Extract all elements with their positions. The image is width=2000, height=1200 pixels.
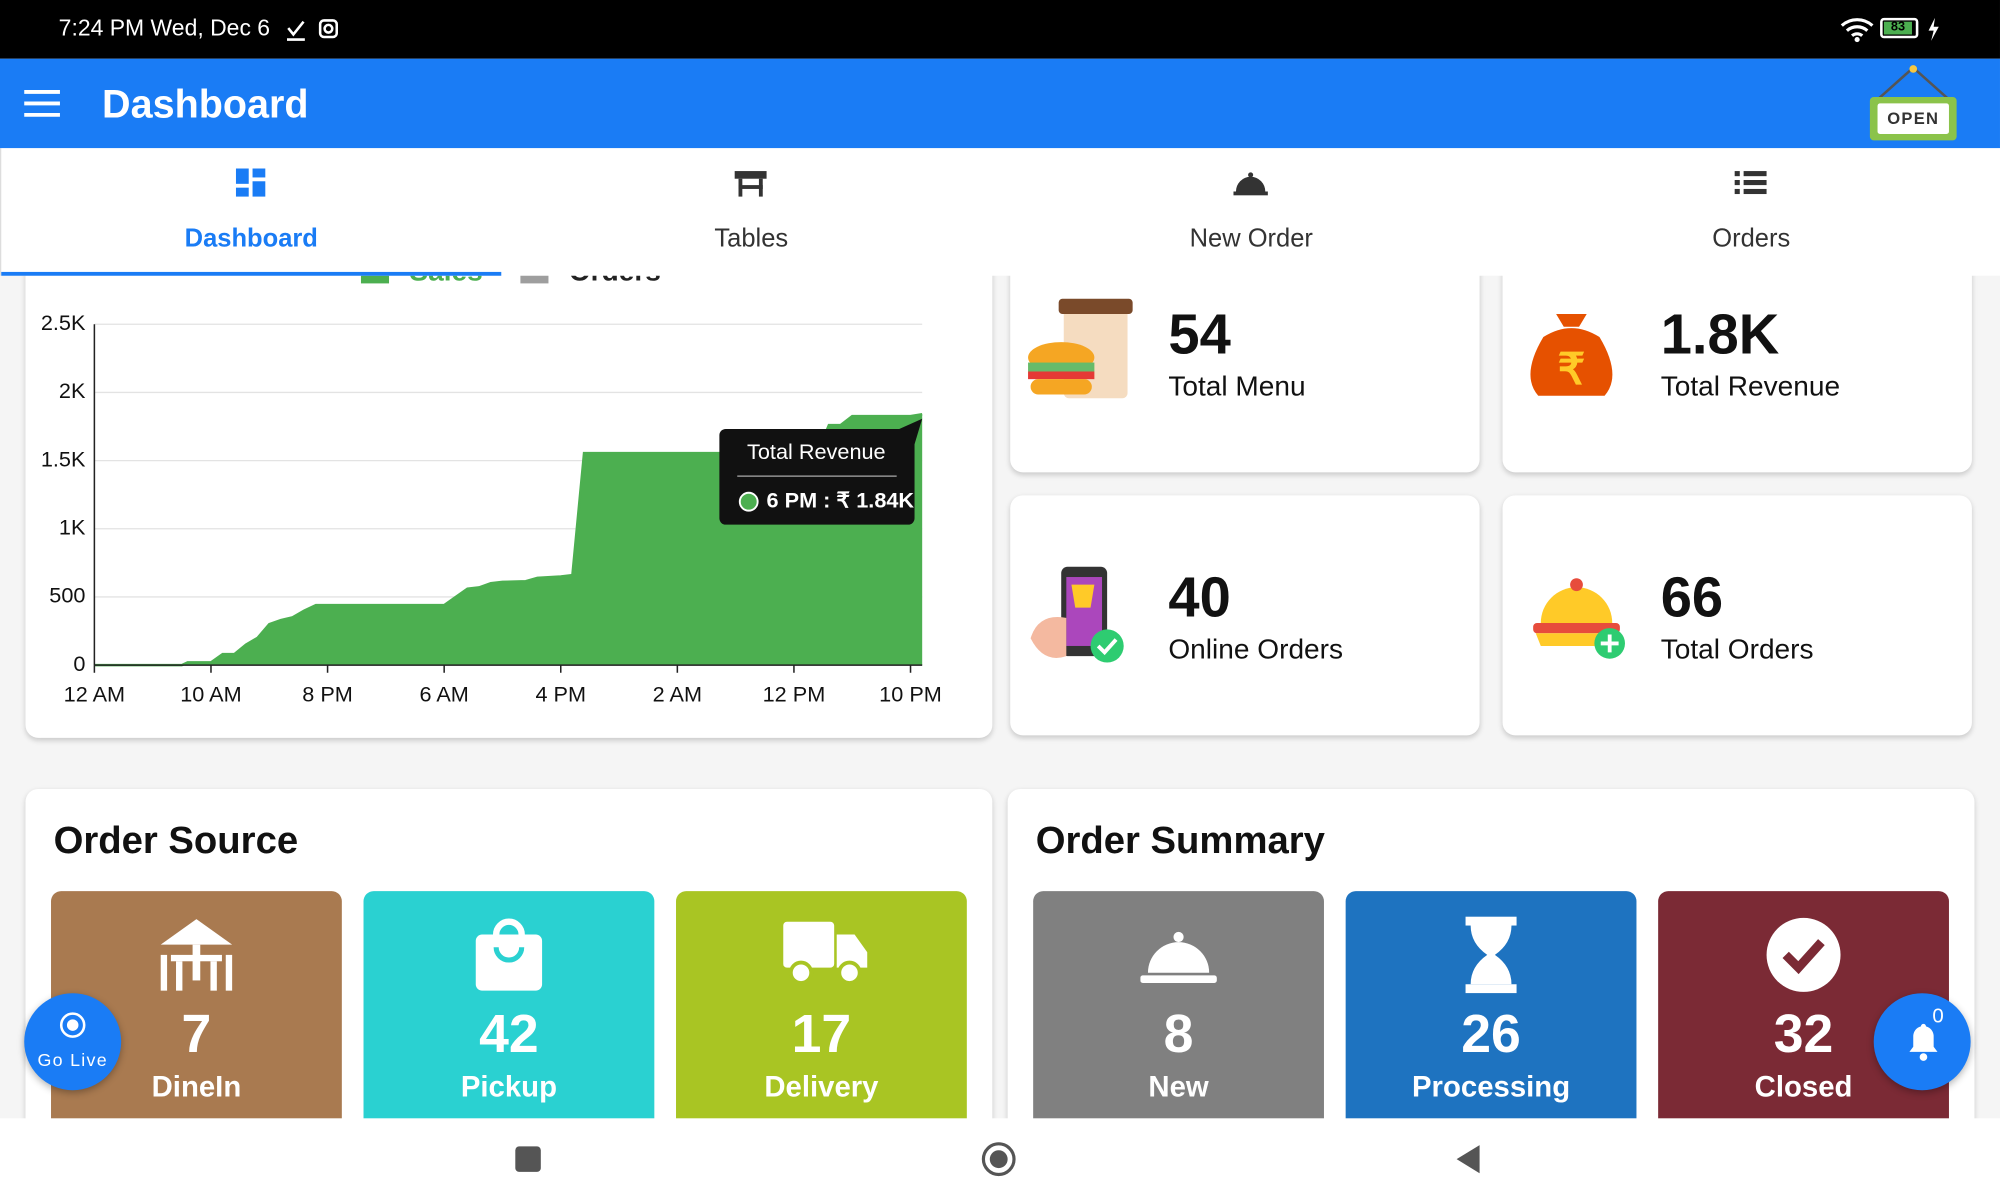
tile-label: Delivery: [764, 1069, 879, 1103]
tab-icon: [1734, 171, 1767, 195]
stat-card: 40 Online Orders: [1010, 495, 1480, 736]
notification-button[interactable]: 0: [1873, 993, 1971, 1091]
go-live-icon: [59, 1012, 86, 1038]
x-tick-label: 12 PM: [763, 681, 826, 706]
tile-label: Closed: [1754, 1069, 1853, 1103]
x-tick-label: 10 PM: [879, 681, 942, 706]
status-time: 7:24 PM Wed, Dec 6: [58, 15, 271, 41]
tile[interactable]: 17 Delivery: [676, 891, 967, 1147]
tooltip-pointer: [899, 418, 923, 445]
tab[interactable]: Tables: [501, 148, 1001, 276]
x-tick-label: 4 PM: [535, 681, 586, 706]
status-bar: 7:24 PM Wed, Dec 6 83: [0, 0, 2000, 59]
stat-value: 54: [1168, 303, 1231, 367]
tile-icon: [475, 918, 543, 991]
tile-label: Pickup: [460, 1069, 558, 1103]
bell-icon: [1909, 1023, 1938, 1061]
tile-icon: [1140, 931, 1217, 983]
nav-bar: [0, 1118, 2000, 1200]
battery-level: 83: [1883, 21, 1912, 35]
stat-icon: [1533, 578, 1625, 659]
tile-count: 17: [791, 1003, 852, 1064]
open-badge: OPEN: [1887, 108, 1940, 128]
wifi-icon: [1840, 18, 1874, 43]
tab-label: Dashboard: [184, 224, 318, 253]
tab[interactable]: New Order: [1001, 148, 1501, 276]
tile-label: Processing: [1411, 1069, 1571, 1103]
tile-count: 42: [479, 1003, 539, 1064]
tab-label: Tables: [714, 224, 789, 253]
svg-text:₹: ₹: [1558, 346, 1586, 394]
x-tick-label: 8 PM: [302, 681, 353, 706]
stat-value: 1.8K: [1660, 303, 1780, 367]
tab-label: New Order: [1189, 224, 1313, 253]
stat-value: 40: [1168, 566, 1231, 630]
stat-card: ₹1.8K Total Revenue: [1502, 242, 1972, 473]
y-tick-label: 0: [73, 651, 85, 676]
stat-card: 54 Total Menu: [1010, 242, 1480, 473]
tooltip-box: [719, 428, 915, 525]
stat-label: Total Revenue: [1660, 370, 1841, 403]
stat-label: Total Orders: [1660, 633, 1814, 666]
stat-card: 66 Total Orders: [1502, 495, 1972, 736]
tab-bar: Dashboard Tables New Order Orders: [0, 148, 2000, 276]
go-live-label: Go Live: [37, 1049, 108, 1070]
x-tick-label: 10 AM: [180, 681, 241, 706]
tile-count: 32: [1773, 1003, 1834, 1064]
tab-icon: [734, 171, 767, 197]
tab[interactable]: Dashboard: [1, 148, 502, 276]
tab-icon: [1233, 172, 1268, 196]
tile-icon: [1465, 916, 1517, 994]
battery: 83: [1880, 17, 1919, 39]
tile-label: DineIn: [151, 1069, 242, 1103]
tile-icon: [783, 921, 868, 985]
tile-icon: [1766, 917, 1841, 992]
tab-indicator: [1, 271, 502, 276]
stat-icon: [1030, 566, 1124, 663]
stat-icon: [1028, 298, 1133, 399]
section-title: Order Source: [53, 819, 299, 862]
menu-button[interactable]: [23, 89, 61, 117]
stat-value: 66: [1660, 566, 1724, 630]
x-tick-label: 2 AM: [653, 681, 702, 706]
x-tick-label: 6 AM: [419, 681, 468, 706]
tooltip-title: Total Revenue: [747, 439, 886, 464]
go-live-button[interactable]: Go Live: [24, 993, 122, 1091]
y-tick-label: 500: [49, 583, 85, 608]
app-title: Dashboard: [102, 81, 309, 127]
tooltip-dot: [738, 491, 759, 512]
tile-label: New: [1148, 1069, 1209, 1103]
open-sign[interactable]: [1865, 64, 1962, 146]
status-icons: [286, 19, 339, 41]
stat-label: Total Menu: [1168, 370, 1306, 403]
tooltip-label: 6 PM : ₹ 1.84K: [767, 487, 915, 512]
chart: 0 500 1K 1.5K 2K 2.5K 12 AM 10 AM 8 PM 6 AM 4 PM 2 …: [41, 256, 942, 707]
app-bar: Dashboard OPEN: [0, 58, 2000, 149]
notification-count: 0: [1932, 1005, 1944, 1028]
x-tick-label: 12 AM: [64, 681, 125, 706]
charging-icon: [1928, 17, 1939, 41]
section-title: Order Summary: [1035, 819, 1325, 862]
y-tick-label: 1K: [59, 514, 86, 539]
nav-icons: [515, 1142, 1480, 1177]
stat-label: Online Orders: [1168, 633, 1344, 666]
y-tick-label: 1.5K: [41, 446, 86, 471]
tile-count: 8: [1163, 1003, 1194, 1064]
tile[interactable]: 26 Processing: [1345, 891, 1637, 1147]
tile[interactable]: 8 New: [1033, 891, 1324, 1147]
tile-count: 7: [181, 1003, 212, 1064]
tab[interactable]: Orders: [1501, 148, 2000, 276]
stat-icon: ₹: [1530, 314, 1613, 396]
tile-count: 26: [1461, 1003, 1521, 1064]
tile[interactable]: 42 Pickup: [363, 891, 655, 1147]
y-tick-label: 2.5K: [41, 310, 86, 335]
tab-icon: [235, 168, 266, 197]
area-fill: [94, 414, 923, 666]
tile-icon: [160, 919, 233, 991]
y-tick-label: 2K: [59, 378, 86, 403]
tab-label: Orders: [1712, 224, 1791, 253]
